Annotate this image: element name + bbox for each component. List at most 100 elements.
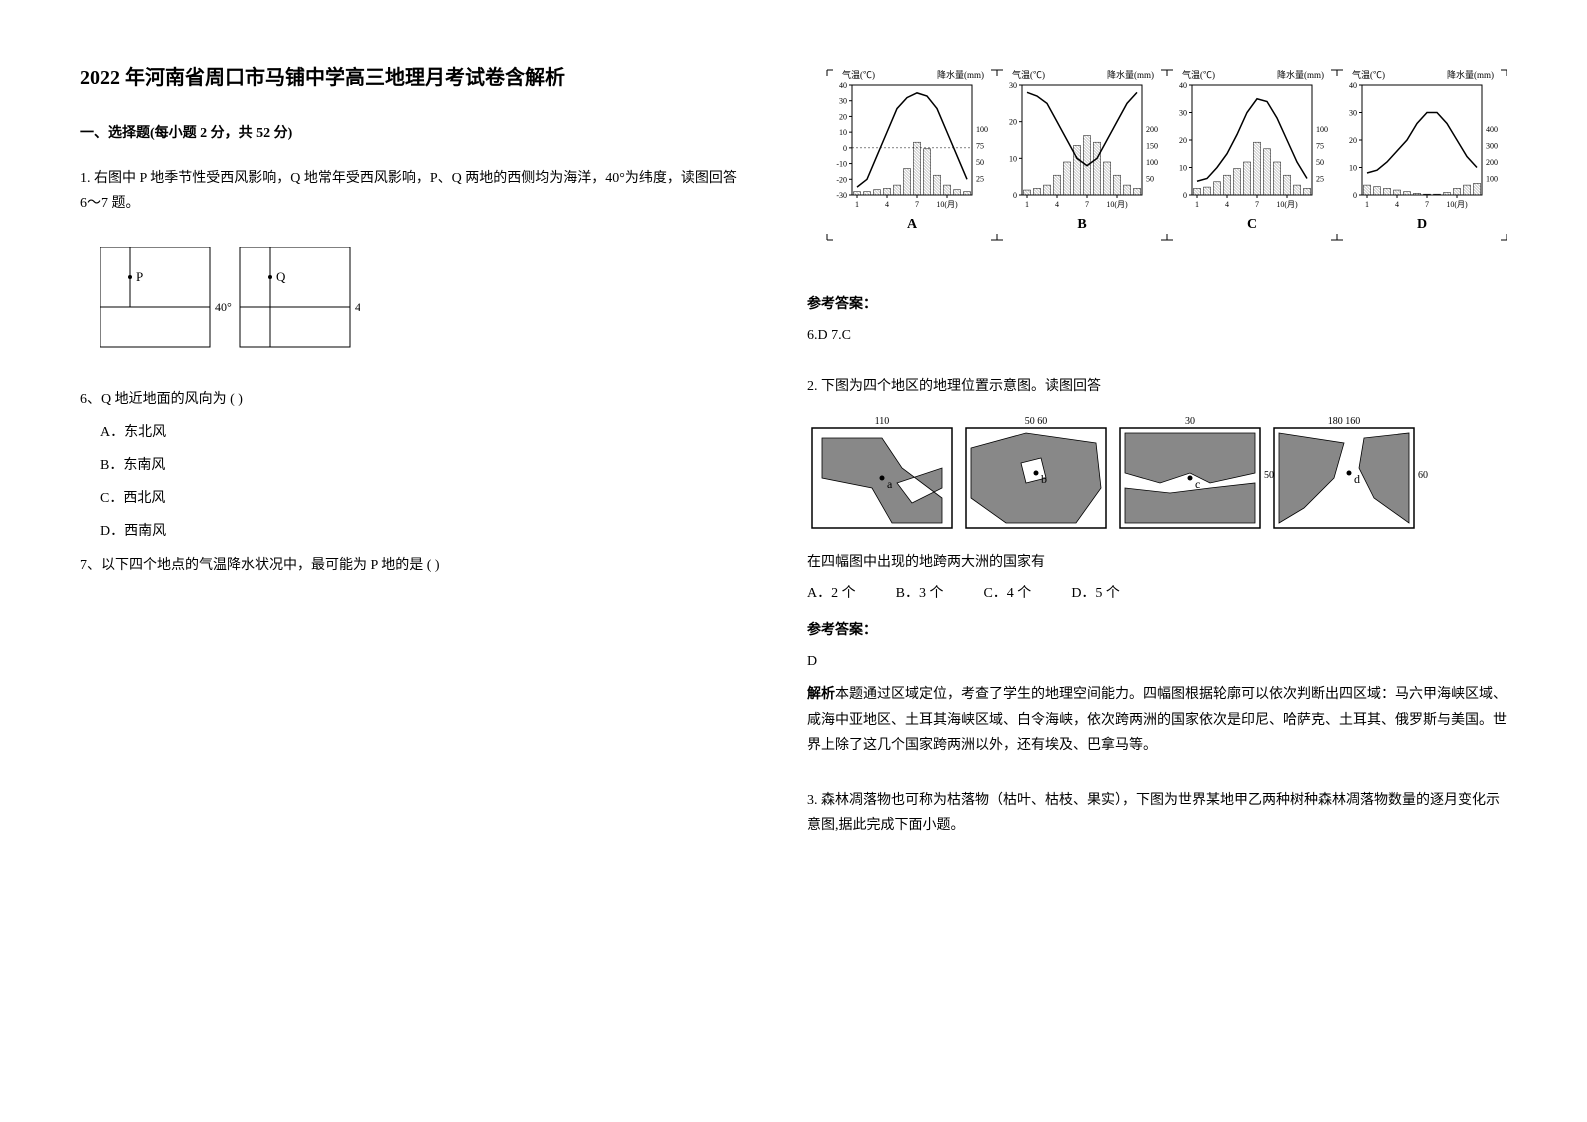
svg-text:B: B (1077, 217, 1086, 232)
svg-text:-10: -10 (836, 160, 847, 169)
sub-question-7: 7、以下四个地点的气温降水状况中，最可能为 P 地的是 ( ) (80, 553, 747, 578)
svg-text:4: 4 (1395, 200, 1399, 209)
svg-text:气温(℃): 气温(℃) (1352, 69, 1385, 80)
svg-text:50: 50 (1316, 158, 1324, 167)
svg-text:30: 30 (1009, 81, 1017, 90)
svg-text:10(月): 10(月) (936, 200, 958, 209)
svg-text:200: 200 (1146, 125, 1158, 134)
svg-text:10(月): 10(月) (1446, 200, 1468, 209)
svg-text:0: 0 (843, 144, 847, 153)
svg-text:10: 10 (1009, 154, 1017, 163)
svg-text:30: 30 (1349, 109, 1357, 118)
svg-text:110: 110 (875, 416, 890, 427)
climate-charts: 气温(℃)降水量(mm)-30-20-100102030401007550251… (807, 60, 1507, 250)
svg-text:30: 30 (1179, 109, 1187, 118)
q1-stem: 1. 右图中 P 地季节性受西风影响，Q 地常年受西风影响，P、Q 两地的西侧均… (80, 166, 747, 216)
explain-text: 本题通过区域定位，考查了学生的地理空间能力。四幅图根据轮廓可以依次判断出四区域：… (807, 687, 1507, 752)
svg-text:0: 0 (1353, 191, 1357, 200)
p-label: P (136, 269, 143, 284)
svg-text:0: 0 (1183, 191, 1187, 200)
svg-text:300: 300 (1486, 142, 1498, 151)
svg-text:气温(℃): 气温(℃) (1182, 69, 1215, 80)
svg-text:30: 30 (1185, 416, 1195, 427)
svg-text:1: 1 (855, 200, 859, 209)
answer-label-67: 参考答案： (807, 292, 1507, 317)
q2-opt-a: A．2 个 (807, 581, 856, 606)
svg-text:25: 25 (976, 175, 984, 184)
svg-text:a: a (887, 477, 893, 491)
svg-text:50 60: 50 60 (1025, 416, 1048, 427)
q6-stem: 6、Q 地近地面的风向为 ( ) (80, 387, 747, 412)
question-3: 3. 森林凋落物也可称为枯落物（枯叶、枯枝、果实），下图为世界某地甲乙两种树种森… (807, 788, 1507, 838)
svg-text:降水量(mm): 降水量(mm) (1277, 69, 1324, 80)
svg-text:60: 60 (1418, 470, 1428, 481)
svg-text:50: 50 (976, 158, 984, 167)
svg-text:30: 30 (839, 97, 847, 106)
q2-sub-stem: 在四幅图中出现的地跨两大洲的国家有 (807, 550, 1507, 575)
q2-stem: 2. 下图为四个地区的地理位置示意图。读图回答 (807, 374, 1507, 399)
q-label: Q (276, 269, 286, 284)
svg-text:降水量(mm): 降水量(mm) (937, 69, 984, 80)
svg-text:4: 4 (1055, 200, 1059, 209)
svg-text:1: 1 (1365, 200, 1369, 209)
sub-question-6: 6、Q 地近地面的风向为 ( ) A．东北风 B．东南风 C．西北风 D．西南风 (80, 387, 747, 545)
svg-text:7: 7 (1085, 200, 1089, 209)
svg-text:100: 100 (1146, 158, 1158, 167)
svg-text:150: 150 (1146, 142, 1158, 151)
svg-text:A: A (907, 217, 918, 232)
q3-stem: 3. 森林凋落物也可称为枯落物（枯叶、枯枝、果实），下图为世界某地甲乙两种树种森… (807, 788, 1507, 838)
svg-text:气温(℃): 气温(℃) (1012, 69, 1045, 80)
q2-opt-c: C．4 个 (983, 581, 1031, 606)
svg-text:1: 1 (1195, 200, 1199, 209)
q2-opt-d: D．5 个 (1071, 581, 1120, 606)
svg-text:10(月): 10(月) (1276, 200, 1298, 209)
svg-text:20: 20 (1179, 136, 1187, 145)
svg-text:-20: -20 (836, 175, 847, 184)
svg-text:b: b (1041, 472, 1047, 486)
q6-opt-a: A．东北风 (100, 420, 747, 445)
svg-text:7: 7 (1425, 200, 1429, 209)
q7-stem: 7、以下四个地点的气温降水状况中，最可能为 P 地的是 ( ) (80, 553, 747, 578)
lat-label-right: 40° (355, 300, 360, 314)
svg-text:10: 10 (1349, 164, 1357, 173)
svg-text:7: 7 (915, 200, 919, 209)
left-column: 2022 年河南省周口市马铺中学高三地理月考试卷含解析 一、选择题(每小题 2 … (80, 60, 747, 1062)
svg-text:20: 20 (1349, 136, 1357, 145)
q2-opt-b: B．3 个 (896, 581, 944, 606)
svg-text:0: 0 (1013, 191, 1017, 200)
svg-text:20: 20 (1009, 118, 1017, 127)
q2-answer: D (807, 649, 1507, 674)
svg-text:D: D (1417, 217, 1427, 232)
svg-text:10: 10 (839, 128, 847, 137)
svg-text:10: 10 (1179, 164, 1187, 173)
svg-text:180 160: 180 160 (1328, 416, 1361, 427)
answer-67: 6.D 7.C (807, 323, 1507, 348)
svg-text:40: 40 (1349, 81, 1357, 90)
question-2: 2. 下图为四个地区的地理位置示意图。读图回答 110a50 60b3050c1… (807, 374, 1507, 758)
svg-text:-30: -30 (836, 191, 847, 200)
q2-options: A．2 个 B．3 个 C．4 个 D．5 个 (807, 581, 1507, 606)
q6-opt-b: B．东南风 (100, 453, 747, 478)
q2-answer-label: 参考答案： (807, 618, 1507, 643)
svg-text:25: 25 (1316, 175, 1324, 184)
svg-text:4: 4 (1225, 200, 1229, 209)
q2-explanation: 解析本题通过区域定位，考查了学生的地理空间能力。四幅图根据轮廓可以依次判断出四区… (807, 682, 1507, 758)
svg-text:40: 40 (839, 81, 847, 90)
question-1: 1. 右图中 P 地季节性受西风影响，Q 地常年受西风影响，P、Q 两地的西侧均… (80, 166, 747, 586)
svg-text:200: 200 (1486, 158, 1498, 167)
q6-opt-c: C．西北风 (100, 486, 747, 511)
svg-text:100: 100 (1486, 175, 1498, 184)
svg-text:C: C (1247, 217, 1257, 232)
q6-options: A．东北风 B．东南风 C．西北风 D．西南风 (100, 420, 747, 545)
svg-text:75: 75 (976, 142, 984, 151)
svg-text:7: 7 (1255, 200, 1259, 209)
svg-text:50: 50 (1264, 470, 1274, 481)
svg-text:100: 100 (976, 125, 988, 134)
explain-label: 解析 (807, 687, 835, 702)
svg-text:100: 100 (1316, 125, 1328, 134)
svg-text:400: 400 (1486, 125, 1498, 134)
svg-text:50: 50 (1146, 175, 1154, 184)
svg-text:1: 1 (1025, 200, 1029, 209)
svg-text:10(月): 10(月) (1106, 200, 1128, 209)
svg-text:4: 4 (885, 200, 889, 209)
